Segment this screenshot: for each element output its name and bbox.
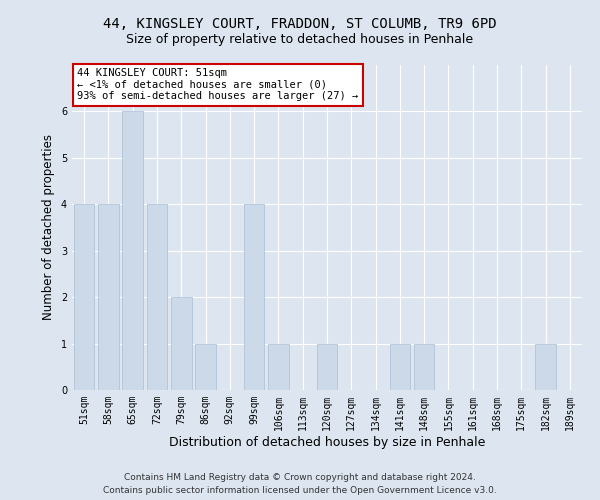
Bar — [244, 204, 265, 390]
Bar — [389, 344, 410, 390]
Text: Contains HM Land Registry data © Crown copyright and database right 2024.
Contai: Contains HM Land Registry data © Crown c… — [103, 474, 497, 495]
Bar — [146, 204, 167, 390]
Bar — [74, 204, 94, 390]
Text: 44, KINGSLEY COURT, FRADDON, ST COLUMB, TR9 6PD: 44, KINGSLEY COURT, FRADDON, ST COLUMB, … — [103, 18, 497, 32]
Text: Size of property relative to detached houses in Penhale: Size of property relative to detached ho… — [127, 32, 473, 46]
Bar — [268, 344, 289, 390]
Y-axis label: Number of detached properties: Number of detached properties — [43, 134, 55, 320]
Bar — [171, 297, 191, 390]
Bar — [414, 344, 434, 390]
Bar — [535, 344, 556, 390]
Bar — [98, 204, 119, 390]
Text: 44 KINGSLEY COURT: 51sqm
← <1% of detached houses are smaller (0)
93% of semi-de: 44 KINGSLEY COURT: 51sqm ← <1% of detach… — [77, 68, 358, 102]
Bar — [317, 344, 337, 390]
X-axis label: Distribution of detached houses by size in Penhale: Distribution of detached houses by size … — [169, 436, 485, 448]
Bar — [195, 344, 216, 390]
Bar — [122, 112, 143, 390]
